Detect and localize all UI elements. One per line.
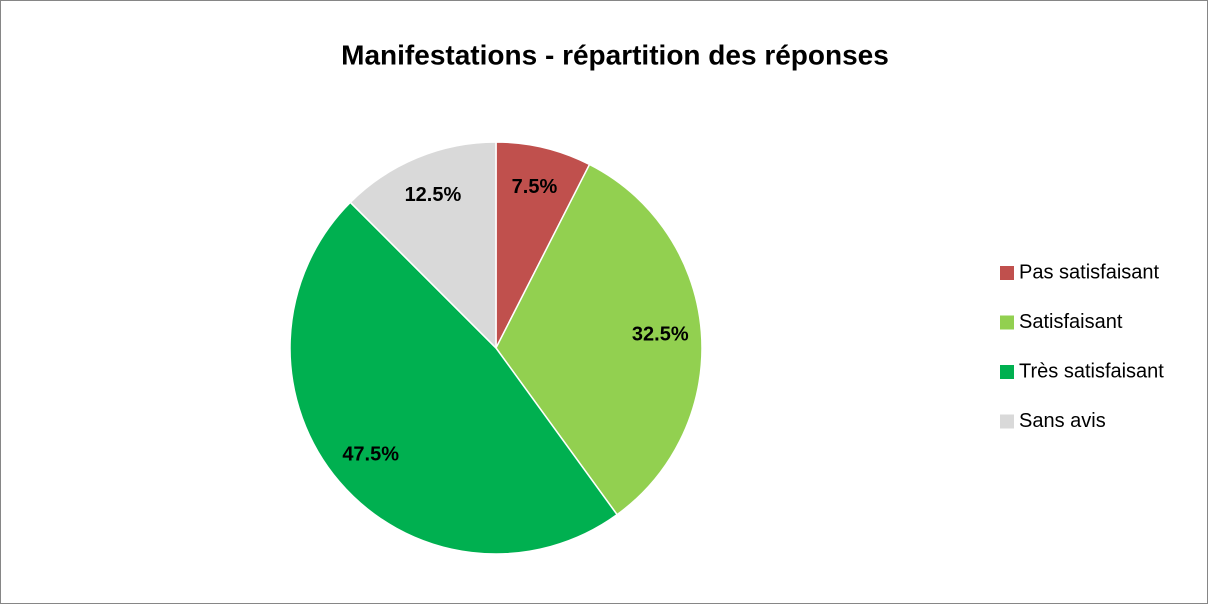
legend-swatch bbox=[1000, 266, 1014, 280]
data-label: 12.5% bbox=[405, 184, 462, 206]
legend-swatch bbox=[1000, 414, 1014, 429]
pie-slice bbox=[495, 163, 703, 516]
legend-swatch bbox=[1000, 315, 1014, 330]
legend-swatch bbox=[1000, 365, 1014, 379]
chart-title: Manifestations - répartition des réponse… bbox=[341, 39, 889, 70]
pie-slice bbox=[495, 141, 591, 349]
legend-label: Pas satisfaisant bbox=[1019, 261, 1160, 283]
legend-label: Satisfaisant bbox=[1019, 311, 1123, 333]
legend-label: Très satisfaisant bbox=[1019, 360, 1164, 382]
data-label: 7.5% bbox=[512, 176, 558, 198]
legend-label: Sans avis bbox=[1019, 410, 1106, 432]
pie-slice bbox=[349, 141, 497, 350]
data-label: 32.5% bbox=[632, 323, 689, 345]
data-label: 47.5% bbox=[342, 443, 399, 465]
pie-slice bbox=[289, 201, 619, 555]
